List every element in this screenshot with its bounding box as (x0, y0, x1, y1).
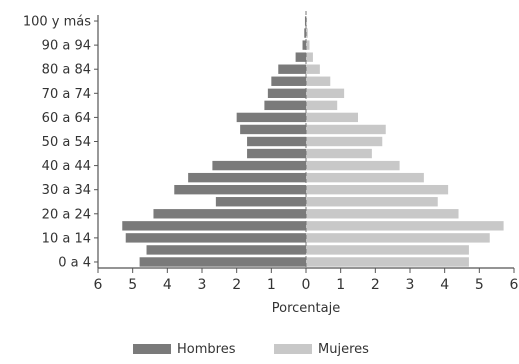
bar-mujeres (306, 172, 424, 183)
bars-group (122, 16, 504, 267)
y-tick-label: 70 a 74 (42, 87, 91, 102)
y-tick-label: 90 a 94 (42, 39, 91, 54)
bar-hombres (212, 160, 306, 171)
x-tick-label: 2 (371, 277, 380, 293)
bar-hombres (236, 112, 306, 123)
bar-mujeres (306, 88, 345, 99)
legend: Hombres Mujeres (133, 342, 369, 357)
y-tick-label: 80 a 84 (42, 63, 91, 78)
bar-mujeres (306, 28, 308, 38)
bar-hombres (139, 257, 306, 267)
bar-mujeres (306, 124, 386, 135)
axes-group: 0 a 4 10 a 14 20 a 24 30 a 34 40 a 44 50 a 54… (23, 11, 519, 293)
legend-label: Hombres (177, 342, 236, 357)
bar-mujeres (306, 245, 469, 255)
bar-mujeres (306, 76, 331, 86)
x-tick-label: 2 (232, 277, 241, 293)
bar-hombres (264, 100, 306, 111)
bar-hombres (304, 16, 306, 26)
x-tick-label: 3 (198, 277, 207, 293)
x-tick-label: 1 (336, 277, 345, 293)
legend-swatch (133, 344, 171, 354)
bar-hombres (125, 233, 306, 243)
bar-mujeres (306, 112, 358, 123)
bar-mujeres (306, 148, 372, 159)
bar-mujeres (306, 221, 504, 231)
x-tick-label: 4 (440, 277, 449, 293)
x-tick-label: 0 (302, 277, 311, 293)
x-tick-label: 1 (267, 277, 276, 293)
y-tick-label: 10 a 14 (42, 231, 91, 246)
bar-hombres (295, 52, 306, 62)
bar-mujeres (306, 136, 383, 147)
bar-mujeres (306, 233, 490, 243)
bar-mujeres (306, 257, 469, 267)
x-tick-label: 6 (510, 277, 519, 293)
bar-hombres (247, 136, 306, 147)
bar-hombres (122, 221, 307, 231)
legend-label: Mujeres (318, 342, 369, 357)
x-tick-label: 4 (163, 277, 172, 293)
x-axis-label: Porcentaje (272, 301, 340, 316)
x-tick-label: 6 (94, 277, 103, 293)
bar-hombres (278, 64, 306, 74)
bar-hombres (240, 124, 306, 135)
bar-hombres (247, 148, 306, 159)
y-tick-label: 30 a 34 (42, 183, 91, 198)
y-tick-label: 20 a 24 (42, 207, 91, 222)
bar-hombres (271, 76, 306, 86)
bar-hombres (304, 28, 306, 38)
x-tick-label: 5 (128, 277, 137, 293)
bar-mujeres (306, 209, 459, 219)
bar-hombres (215, 197, 306, 207)
bar-mujeres (306, 40, 310, 50)
bar-mujeres (306, 160, 400, 171)
bar-mujeres (306, 184, 449, 195)
bar-mujeres (306, 52, 313, 62)
bar-mujeres (306, 16, 308, 26)
bar-hombres (267, 88, 306, 99)
x-tick-label: 3 (406, 277, 415, 293)
bar-mujeres (306, 197, 438, 207)
bar-mujeres (306, 64, 320, 74)
bar-hombres (188, 172, 306, 183)
y-tick-label: 60 a 64 (42, 111, 91, 126)
bar-hombres (302, 40, 306, 50)
y-tick-label: 40 a 44 (42, 159, 91, 174)
bar-hombres (146, 245, 306, 255)
bar-hombres (153, 209, 306, 219)
x-tick-label: 5 (475, 277, 484, 293)
y-tick-label: 100 y más (23, 15, 91, 30)
bar-mujeres (306, 100, 338, 111)
legend-swatch (274, 344, 312, 354)
y-tick-label: 50 a 54 (42, 135, 91, 150)
y-tick-label: 0 a 4 (58, 255, 91, 270)
bar-hombres (174, 184, 306, 195)
